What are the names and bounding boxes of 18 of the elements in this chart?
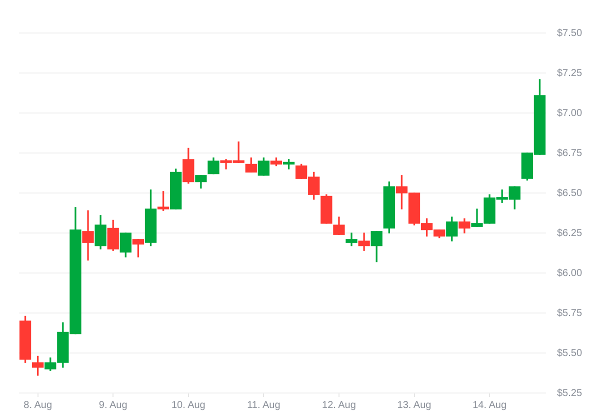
x-tick-label: 14. Aug <box>472 400 506 411</box>
x-tick-label: 8. Aug <box>24 400 52 411</box>
y-tick-label: $7.50 <box>557 28 582 39</box>
y-tick-label: $7.00 <box>557 108 582 119</box>
y-tick-label: $5.50 <box>557 348 582 359</box>
x-tick-label: 9. Aug <box>98 400 128 411</box>
y-tick-label: $6.25 <box>557 228 582 239</box>
y-tick-label: $6.75 <box>557 148 582 159</box>
y-tick-label: $6.50 <box>557 188 582 199</box>
candlestick <box>82 210 94 261</box>
x-tick-label: 12. Aug <box>322 400 356 411</box>
y-tick-label: $6.00 <box>557 268 582 279</box>
y-tick-label: $5.25 <box>557 388 582 399</box>
x-tick-label: 11. Aug <box>247 400 280 411</box>
x-tick-label: 13. Aug <box>397 400 432 411</box>
y-tick-label: $5.75 <box>557 308 582 319</box>
x-tick-label: 10. Aug <box>171 400 206 411</box>
y-tick-label: $7.25 <box>557 68 582 79</box>
